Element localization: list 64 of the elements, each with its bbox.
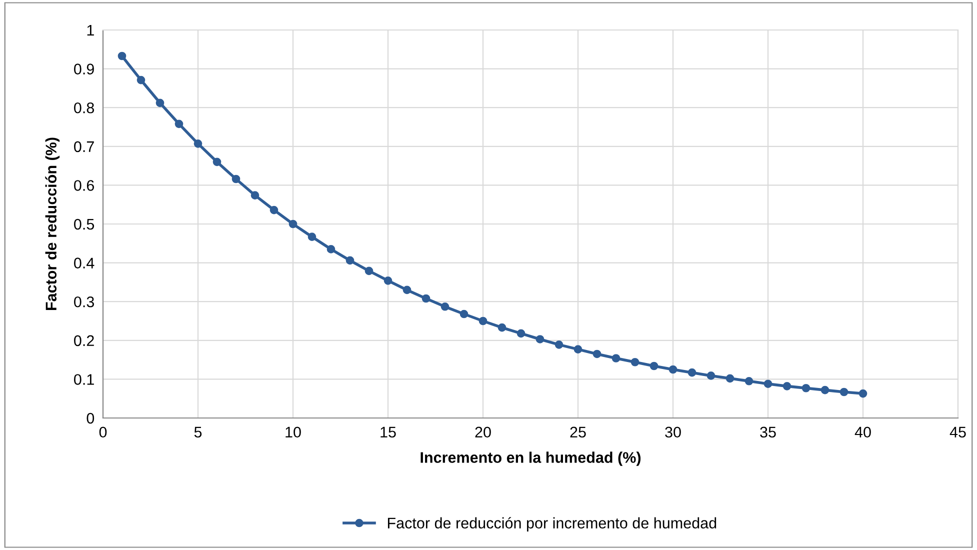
point [744, 376, 754, 386]
x-tick-label: 35 [760, 426, 776, 438]
y-tick-label: 0.3 [74, 296, 94, 308]
point [820, 386, 830, 394]
point [270, 206, 278, 214]
point [574, 345, 582, 354]
point [118, 52, 126, 60]
x-tick-label: 20 [475, 426, 491, 438]
point [802, 384, 810, 392]
point [516, 329, 526, 338]
y-tick-label: 0 [86, 412, 94, 424]
point [536, 335, 544, 344]
point [706, 372, 716, 380]
point [650, 362, 658, 370]
point [688, 368, 696, 377]
point [288, 220, 298, 228]
y-tick-label: 0.4 [74, 258, 94, 268]
x-tick-label: 0 [99, 426, 107, 438]
x-tick-label: 10 [286, 426, 301, 438]
y-tick-label: 1 [87, 25, 94, 36]
point [250, 191, 260, 200]
y-axis-title: Factor de reducción (%) [45, 138, 60, 310]
point [668, 365, 678, 374]
point [308, 232, 316, 241]
point [384, 276, 392, 285]
point [840, 388, 848, 396]
y-tick-label: 0.8 [74, 102, 94, 114]
y-tick-label: 0.2 [74, 335, 94, 346]
x-tick-label: 5 [194, 426, 202, 438]
point [592, 350, 602, 358]
x-tick-label: 15 [380, 426, 396, 438]
point [364, 266, 374, 276]
legend-label: Factor de reducción por incremento de humedad [388, 517, 716, 532]
y-tick-label: 0.6 [74, 180, 94, 191]
point [554, 340, 564, 349]
point [174, 120, 184, 128]
point [612, 354, 620, 362]
point [764, 380, 772, 388]
point [782, 382, 792, 390]
point [232, 174, 240, 184]
x-tick-label: 25 [570, 426, 586, 438]
x-tick-label: 30 [665, 426, 681, 438]
x-axis-title: Incremento en la humedad (%) [420, 452, 641, 466]
point [422, 294, 430, 303]
point [478, 316, 488, 326]
point [858, 389, 868, 398]
point [326, 245, 336, 254]
x-tick-label: 45 [950, 426, 966, 438]
y-tick-label: 0.7 [74, 141, 94, 152]
point [194, 140, 202, 148]
point [402, 286, 412, 294]
point [212, 158, 222, 166]
y-tick-label: 0.5 [74, 218, 94, 230]
point [136, 76, 146, 84]
point [346, 256, 354, 265]
y-tick-label: 0.9 [74, 64, 94, 74]
point [726, 374, 734, 383]
point [630, 358, 640, 366]
point [460, 310, 468, 318]
point [440, 302, 450, 311]
point [498, 323, 506, 332]
point [156, 98, 164, 108]
y-tick-label: 0.1 [74, 374, 94, 385]
x-tick-label: 40 [854, 426, 871, 438]
